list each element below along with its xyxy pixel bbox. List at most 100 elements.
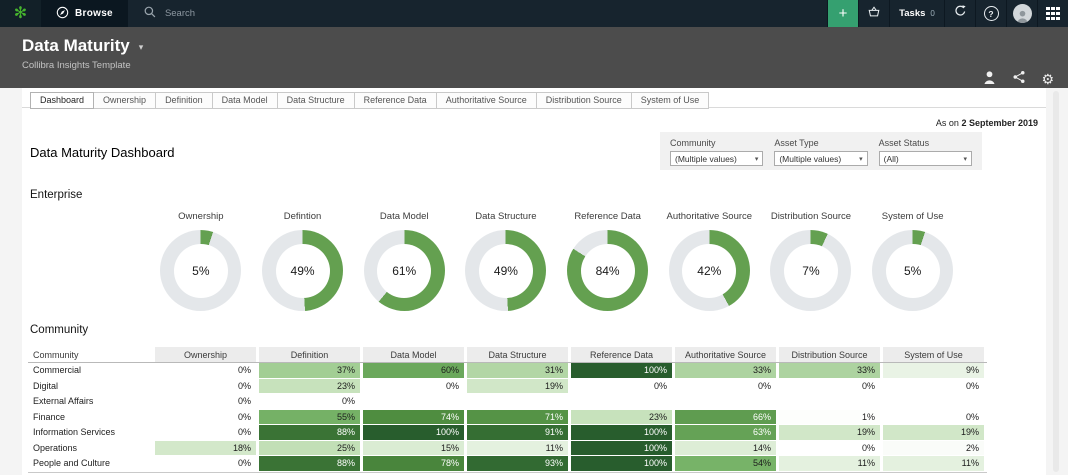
compass-icon xyxy=(56,6,69,22)
heat-cell: 88% xyxy=(259,425,360,440)
tab-system-of-use[interactable]: System of Use xyxy=(630,92,710,109)
heat-cell xyxy=(571,394,672,409)
share-button[interactable] xyxy=(1012,70,1026,89)
filter-asset-type: Asset Type (Multiple values) ▾ xyxy=(774,138,868,170)
search-placeholder: Search xyxy=(164,8,196,19)
filter-value: (Multiple values) xyxy=(779,153,842,164)
donut-label: Authoritative Source xyxy=(666,211,753,222)
browse-label: Browse xyxy=(75,8,113,19)
community-heatmap-table: Community Ownership Definition Data Model Da… xyxy=(28,346,987,473)
filter-value: (All) xyxy=(883,153,899,164)
filter-asset-status: Asset Status (All) ▾ xyxy=(878,138,972,170)
heat-cell: 0% xyxy=(155,378,256,393)
table-bottom-divider xyxy=(28,471,987,473)
donut-value: 49% xyxy=(290,263,315,278)
donut-value: 49% xyxy=(493,263,518,278)
tab-distribution-source[interactable]: Distribution Source xyxy=(535,92,632,109)
heat-cell: 0% xyxy=(259,394,360,409)
tasks-label: Tasks xyxy=(899,8,926,19)
donut-ring: 42% xyxy=(668,230,750,311)
tab-data-model[interactable]: Data Model xyxy=(211,92,278,109)
heat-cell: 0% xyxy=(363,378,464,393)
filter-select-community[interactable]: (Multiple values) ▾ xyxy=(670,151,764,166)
donut-label: System of Use xyxy=(881,211,944,222)
tab-dashboard[interactable]: Dashboard xyxy=(30,92,95,109)
table-header-divider xyxy=(28,362,987,363)
donut-label: Reference Data xyxy=(574,211,641,222)
row-label: Commercial xyxy=(33,365,82,376)
apps-grid-button[interactable] xyxy=(1037,0,1068,27)
donut-hole: 5% xyxy=(885,243,940,298)
heat-cell: 0% xyxy=(155,394,256,409)
heat-cell: 11% xyxy=(883,456,984,471)
heat-cell: 0% xyxy=(571,378,672,393)
browse-button[interactable]: Browse xyxy=(41,0,128,27)
donut-value: 5% xyxy=(903,263,922,278)
donut-ring: 49% xyxy=(262,230,344,311)
tab-authoritative-source[interactable]: Authoritative Source xyxy=(435,92,537,109)
navbar-actions: + Tasks 0 ? xyxy=(827,0,1068,27)
heat-cell: 60% xyxy=(363,363,464,378)
content-area: Dashboard Ownership Definition Data Model Da… xyxy=(0,88,1068,475)
donut-defintion: Defintion 49% xyxy=(252,211,354,311)
table-row-finance: Finance 0% 55% 74% 71% 23% 66% 1% 0% xyxy=(31,409,984,424)
donut-label: Defintion xyxy=(283,211,322,222)
heat-cell: 63% xyxy=(675,425,776,440)
enterprise-donut-row: Ownership 5% Defintion 49% Data Model 61% Data… xyxy=(150,211,964,311)
heat-cell: 23% xyxy=(571,409,672,424)
heat-cell: 100% xyxy=(571,440,672,455)
filter-label: Asset Status xyxy=(878,138,930,148)
basket-button[interactable] xyxy=(858,0,889,27)
tab-data-structure[interactable]: Data Structure xyxy=(276,92,355,109)
table-row-information-services: Information Services 0% 88% 100% 91% 100% 63% 1… xyxy=(31,425,984,440)
sheet-tabs: Dashboard Ownership Definition Data Model Da… xyxy=(30,92,710,109)
donut-label: Distribution Source xyxy=(770,211,852,222)
chevron-down-icon: ▾ xyxy=(754,155,759,163)
sync-icon xyxy=(953,4,967,23)
column-header-distribution-source: Distribution Source xyxy=(779,347,880,362)
tasks-button[interactable]: Tasks 0 xyxy=(889,0,944,27)
community-section-title: Community xyxy=(30,324,89,336)
dashboard-title-dropdown[interactable]: Data Maturity ▾ xyxy=(22,36,143,56)
vertical-scrollbar[interactable] xyxy=(1053,91,1059,472)
heat-cell: 2% xyxy=(883,440,984,455)
sync-button[interactable] xyxy=(944,0,975,27)
user-permissions-button[interactable] xyxy=(982,70,997,89)
donut-value: 84% xyxy=(595,263,620,278)
user-menu-button[interactable] xyxy=(1006,0,1037,27)
help-icon: ? xyxy=(983,6,999,21)
filter-panel: Community (Multiple values) ▾ Asset Type (Mu… xyxy=(660,132,982,170)
donut-data-structure: Data Structure 49% xyxy=(455,211,557,311)
donut-label: Data Structure xyxy=(475,211,537,222)
heat-cell xyxy=(363,394,464,409)
heat-cell: 19% xyxy=(779,425,880,440)
heat-cell: 74% xyxy=(363,409,464,424)
donut-hole: 61% xyxy=(377,243,432,298)
donut-hole: 84% xyxy=(580,243,635,298)
donut-ring: 61% xyxy=(363,230,445,311)
heat-cell: 78% xyxy=(363,456,464,471)
donut-ring: 84% xyxy=(567,230,649,311)
donut-hole: 49% xyxy=(478,243,533,298)
top-navbar: ✻ Browse Search + Tasks 0 xyxy=(0,0,1068,27)
dashboard-heading: Data Maturity Dashboard xyxy=(30,145,175,160)
tab-ownership[interactable]: Ownership xyxy=(93,92,157,109)
filter-select-asset-status[interactable]: (All) ▾ xyxy=(878,151,972,166)
filter-select-asset-type[interactable]: (Multiple values) ▾ xyxy=(774,151,868,166)
settings-gear-button[interactable]: ⚙ xyxy=(1041,71,1054,88)
heat-cell: 71% xyxy=(467,409,568,424)
tab-reference-data[interactable]: Reference Data xyxy=(353,92,437,109)
heat-cell: 19% xyxy=(883,425,984,440)
create-button[interactable]: + xyxy=(827,0,858,27)
enterprise-section-title: Enterprise xyxy=(30,189,83,201)
heat-cell: 1% xyxy=(779,409,880,424)
donut-hole: 7% xyxy=(783,243,838,298)
tab-definition[interactable]: Definition xyxy=(155,92,213,109)
row-label: People and Culture xyxy=(33,458,111,469)
help-button[interactable]: ? xyxy=(975,0,1006,27)
collibra-logo-icon[interactable]: ✻ xyxy=(0,0,41,27)
global-search-input[interactable]: Search xyxy=(128,0,827,27)
donut-hole: 49% xyxy=(275,243,330,298)
heat-cell: 37% xyxy=(259,363,360,378)
chevron-down-icon: ▾ xyxy=(963,155,967,163)
